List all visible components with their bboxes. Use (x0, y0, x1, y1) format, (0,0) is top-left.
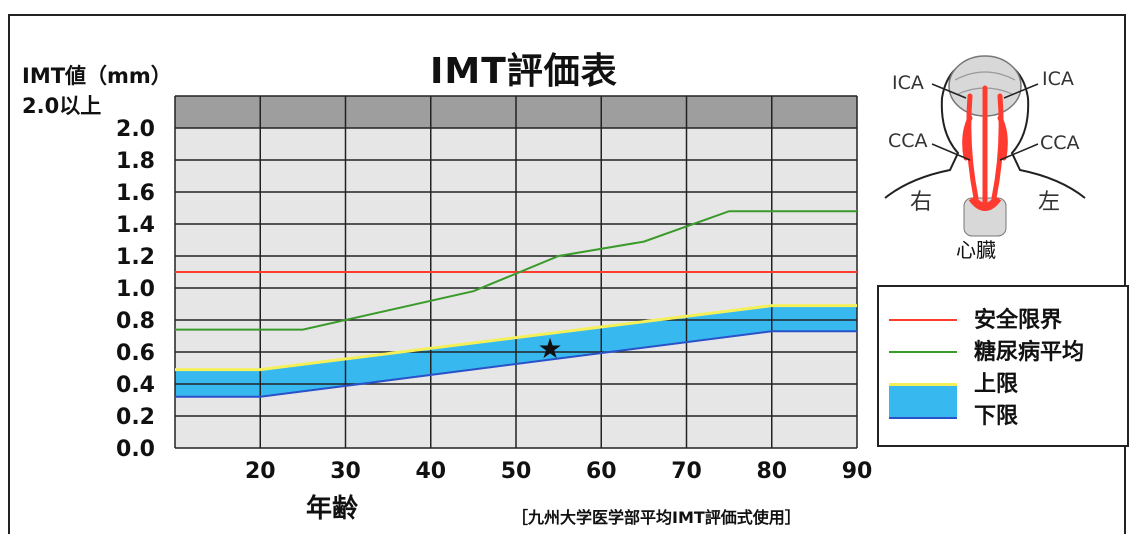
legend-item-diabetes-average: 糖尿病平均 (879, 337, 1129, 369)
right-side-label: 右 (910, 190, 933, 215)
imt-chart: ★ 0.0 0.2 0.4 0.6 0.8 1.0 1.2 1.4 1.6 1.8 2.0 20 30 40… (116, 95, 873, 484)
source-note: ［九州大学医学部平均IMT評価式使用］ (512, 508, 801, 527)
x-tick-label-5: 70 (671, 459, 702, 484)
series-line-1 (175, 210, 857, 331)
series-line-2 (175, 304, 857, 372)
x-tick-label-6: 80 (756, 459, 787, 484)
legend-swatch-diabetes-average (889, 351, 957, 353)
chart-frame (8, 14, 1126, 534)
x-tick-label-3: 50 (501, 459, 532, 484)
cca-right-label: CCA (888, 130, 928, 152)
y-tick-label-9: 1.8 (116, 149, 155, 174)
y-tick-label-7: 1.4 (116, 213, 155, 238)
y-tick-label-8: 1.6 (116, 181, 155, 206)
y-tick-label-4: 0.8 (116, 309, 155, 334)
x-tick-label-1: 30 (330, 459, 361, 484)
chart-title: IMT評価表 (430, 51, 618, 92)
x-tick-label-4: 60 (586, 459, 617, 484)
legend-label-diabetes-average: 糖尿病平均 (974, 340, 1085, 365)
legend-swatch-safety-limit (889, 319, 957, 321)
legend-label-lower-limit: 下限 (974, 404, 1019, 429)
left-side-label: 左 (1038, 190, 1061, 215)
legend-item-upper-limit: 上限 (879, 369, 1129, 419)
y-axis-label: IMT値（mm） (22, 64, 172, 88)
y-tick-label-5: 1.0 (116, 277, 155, 302)
x-tick-label-7: 90 (842, 459, 873, 484)
y-tick-label-1: 0.2 (116, 405, 155, 430)
legend: 安全限界 糖尿病平均 上限 下限 (877, 285, 1129, 447)
y-tick-label-2: 0.4 (116, 373, 155, 398)
x-axis-label: 年齢 (306, 494, 359, 524)
legend-label-safety-limit: 安全限界 (974, 308, 1063, 333)
x-tick-label-2: 40 (415, 459, 446, 484)
carotid-anatomy-figure: ICA ICA CCA CCA 右 左 心臓 (870, 48, 1110, 268)
y-tick-label-10: 2.0 (116, 117, 155, 142)
cca-left-label: CCA (1040, 132, 1080, 154)
y-tick-label-6: 1.2 (116, 245, 155, 270)
heart-label: 心臓 (956, 238, 996, 262)
legend-item-lower-limit: 下限 (879, 401, 1129, 433)
y-overflow-label: 2.0以上 (22, 94, 102, 118)
ica-right-label: ICA (892, 72, 924, 94)
head-neck-illustration (884, 55, 1086, 237)
y-tick-label-0: 0.0 (116, 437, 155, 462)
y-tick-label-3: 0.6 (116, 341, 155, 366)
legend-item-safety-limit: 安全限界 (879, 305, 1129, 337)
legend-swatch-band (889, 383, 957, 419)
legend-label-upper-limit: 上限 (974, 372, 1019, 397)
patient-marker-star: ★ (538, 332, 563, 365)
series-line-3 (175, 330, 857, 398)
x-tick-label-0: 20 (245, 459, 276, 484)
ica-left-label: ICA (1042, 68, 1074, 90)
